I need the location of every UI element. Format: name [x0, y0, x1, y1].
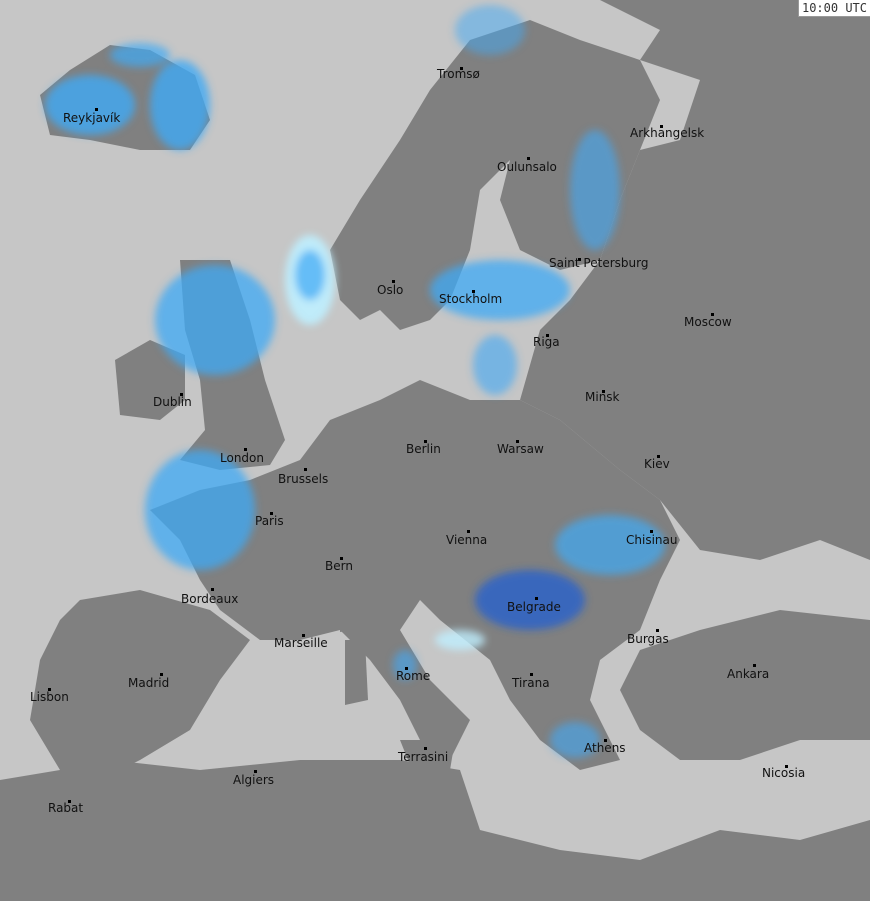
city-dot	[657, 455, 660, 458]
precip-area	[475, 570, 585, 630]
city-dot	[535, 597, 538, 600]
precip-area	[155, 265, 275, 375]
city-dot	[753, 664, 756, 667]
city-dot	[392, 280, 395, 283]
city-dot	[211, 588, 214, 591]
timestamp-label: 10:00 UTC	[797, 0, 870, 17]
city-label: Riga	[533, 335, 560, 349]
city-label: Kiev	[644, 457, 670, 471]
precip-area	[393, 650, 417, 680]
precip-area	[473, 335, 517, 395]
scandinavia	[330, 20, 660, 330]
city-dot	[302, 634, 305, 637]
precip-area	[430, 260, 570, 320]
city-dot	[270, 512, 273, 515]
city-label: Reykjavík	[63, 111, 121, 125]
city-label: Warsaw	[497, 442, 544, 456]
city-dot	[460, 67, 463, 70]
north-africa	[0, 760, 870, 901]
precipitation	[45, 5, 665, 758]
city-label: Brussels	[278, 472, 329, 486]
city-label: Minsk	[585, 390, 620, 404]
city-dot	[527, 157, 530, 160]
city-dot	[656, 629, 659, 632]
city-label: Bern	[325, 559, 353, 573]
precip-area	[455, 5, 525, 55]
city-dot	[711, 313, 714, 316]
city-label: Terrasini	[398, 750, 449, 764]
city-dot	[578, 258, 581, 261]
iberia	[30, 590, 250, 780]
city-label: Saint Petersburg	[549, 256, 649, 270]
city-label: Lisbon	[30, 690, 69, 704]
city-label: Madrid	[128, 676, 170, 690]
city-dot	[68, 800, 71, 803]
city-dot	[660, 125, 663, 128]
city-dot	[472, 290, 475, 293]
city-label: Tromsø	[437, 67, 480, 81]
city-label: Oslo	[377, 283, 404, 297]
city-label: Chisinau	[626, 533, 678, 547]
city-dot	[785, 765, 788, 768]
city-label: Nicosia	[762, 766, 806, 780]
city-dot	[95, 108, 98, 111]
city-dot	[254, 770, 257, 773]
city-label: Bordeaux	[181, 592, 239, 606]
city-label: Rabat	[48, 801, 84, 815]
city-dot	[424, 440, 427, 443]
city-dot	[48, 688, 51, 691]
city-label: Tirana	[512, 676, 550, 690]
city-dot	[546, 334, 549, 337]
precip-area	[570, 130, 620, 250]
city-label: Paris	[255, 514, 284, 528]
precip-area	[295, 250, 325, 300]
city-label: Dublin	[153, 395, 192, 409]
city-label: Marseille	[274, 636, 328, 650]
precip-area	[435, 630, 485, 650]
corsica	[340, 600, 355, 632]
city-dot	[602, 390, 605, 393]
sardinia	[345, 640, 368, 705]
city-label: Rome	[396, 669, 431, 683]
city-label: London	[220, 451, 264, 465]
city-label: Algiers	[233, 773, 275, 787]
ireland	[115, 340, 185, 420]
city-label: Ankara	[727, 667, 770, 681]
russia-east	[520, 0, 870, 560]
city-dot	[405, 667, 408, 670]
city-dot	[244, 448, 247, 451]
city-dot	[530, 673, 533, 676]
city-label: Belgrade	[507, 600, 561, 614]
city-dot	[180, 393, 183, 396]
city-dot	[424, 747, 427, 750]
city-label: Burgas	[627, 632, 669, 646]
city-dot	[467, 530, 470, 533]
city-label: Vienna	[446, 533, 488, 547]
city-label: Athens	[584, 741, 626, 755]
city-dot	[604, 739, 607, 742]
city-dot	[304, 468, 307, 471]
city-label: Stockholm	[439, 292, 503, 306]
city-dot	[516, 440, 519, 443]
precip-area	[145, 450, 255, 570]
city-label: Arkhangelsk	[630, 126, 705, 140]
turkey	[620, 610, 870, 760]
precip-area	[555, 515, 665, 575]
mainland-europe	[150, 380, 680, 770]
precip-area	[110, 43, 170, 67]
city-dot	[160, 673, 163, 676]
city-dot	[650, 530, 653, 533]
precip-area	[550, 722, 600, 758]
city-label: Berlin	[406, 442, 441, 456]
sicily	[400, 740, 455, 770]
city-label: Oulunsalo	[497, 160, 557, 174]
precip-area	[150, 60, 210, 150]
city-label: Moscow	[684, 315, 732, 329]
city-dot	[340, 557, 343, 560]
precip-area	[45, 75, 135, 135]
